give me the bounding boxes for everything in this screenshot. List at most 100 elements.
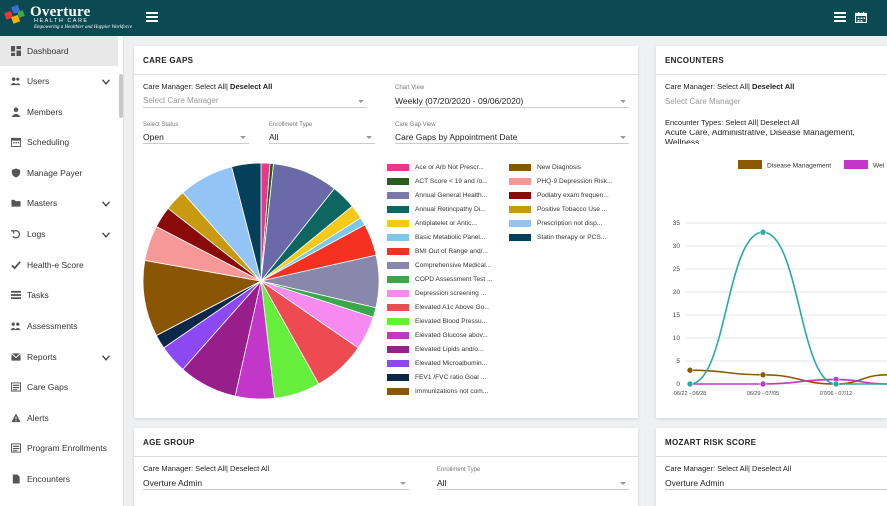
- select-care-manager-placeholder: Select Care Manager: [665, 96, 741, 106]
- legend-item[interactable]: Annual Retincpathy Di...: [387, 204, 486, 214]
- encounter-types-select[interactable]: Acute Care, Administrative, Disease Mana…: [665, 130, 887, 144]
- legend-item[interactable]: Annual General Health...: [387, 190, 487, 200]
- care-manager-select[interactable]: Overture Admin: [665, 476, 887, 490]
- series-line[interactable]: [689, 231, 887, 385]
- legend-item[interactable]: Positive Tobacco Use ...: [509, 204, 607, 214]
- legend-label: Disease Management: [767, 163, 831, 170]
- legend-item[interactable]: FEV1 /FVC ratio Goal ...: [387, 372, 486, 382]
- data-point[interactable]: [759, 371, 767, 379]
- sidebar-item-members[interactable]: Members: [0, 97, 118, 127]
- deselect-all-link[interactable]: Deselect All: [230, 464, 270, 473]
- legend-item[interactable]: Comprehensive Medical...: [387, 260, 491, 270]
- legend-item[interactable]: Basic Metabolic Panel...: [387, 232, 485, 242]
- sidebar-item-health-e-score[interactable]: Health-e Score: [0, 250, 118, 280]
- encounters-line-chart[interactable]: Disease Management Wel 0 5 10 15 20 25 30 35 06/22…: [656, 154, 887, 418]
- chevron-down-icon[interactable]: [101, 353, 111, 361]
- deselect-all-link[interactable]: Deselect All: [230, 82, 273, 91]
- brand-logo[interactable]: Overture HEALTH CARE Empowering a Health…: [4, 3, 144, 33]
- select-status-label: Select Status: [143, 122, 179, 128]
- legend-item[interactable]: Statin therapy or PCS...: [509, 232, 606, 242]
- legend-item[interactable]: Elevated Glucose abov...: [387, 330, 488, 340]
- calendar-view-icon[interactable]: [855, 12, 867, 23]
- legend-label: Prescription not disp...: [537, 219, 603, 227]
- legend-item[interactable]: Podiatry exam frequen...: [509, 190, 609, 200]
- deselect-all-link[interactable]: Deselect All: [752, 464, 792, 473]
- legend-item[interactable]: New Diagnosis: [509, 162, 581, 172]
- sidebar-item-dashboard[interactable]: Dashboard: [0, 36, 118, 66]
- care-manager-label: Care Manager:: [665, 82, 716, 91]
- sidebar-item-label: Scheduling: [27, 137, 70, 147]
- select-all-link[interactable]: Select All: [195, 82, 226, 91]
- y-tick-label: 15: [673, 312, 681, 319]
- legend-label: Antiplatelet or Antic...: [415, 219, 477, 227]
- pie-slice[interactable]: [142, 259, 263, 337]
- select-status[interactable]: Open: [143, 130, 249, 144]
- select-care-manager[interactable]: Select Care Manager: [143, 94, 367, 108]
- sidebar-item-care-gaps[interactable]: Care Gaps: [0, 372, 118, 402]
- care-manager-row: Care Manager: Select All| Deselect All: [143, 82, 272, 91]
- legend-swatch[interactable]: [738, 160, 762, 169]
- legend-item[interactable]: Elevated A1c Above Go...: [387, 302, 490, 312]
- legend-item[interactable]: Elevated Microalbumin...: [387, 358, 487, 368]
- enrollment-type-select[interactable]: All: [437, 476, 629, 490]
- legend-item[interactable]: Elevated Blood Pressu...: [387, 316, 487, 326]
- chevron-down-icon[interactable]: [101, 77, 111, 85]
- care-gaps-icon: [10, 382, 21, 393]
- legend-item[interactable]: Antiplatelet or Antic...: [387, 218, 477, 228]
- care-gaps-pie-chart[interactable]: [134, 156, 394, 406]
- sidebar-item-manage-payer[interactable]: Manage Payer: [0, 158, 118, 188]
- sidebar-item-reports[interactable]: Reports: [0, 342, 118, 372]
- sidebar-item-alerts[interactable]: Alerts: [0, 403, 118, 433]
- legend-item[interactable]: COPD Assessment Test ...: [387, 274, 493, 284]
- legend-item[interactable]: ACT Score < 19 and /o...: [387, 176, 488, 186]
- legend-swatch[interactable]: [844, 160, 868, 169]
- sidebar-item-label: Care Gaps: [27, 382, 69, 392]
- sidebar-item-scheduling[interactable]: Scheduling: [0, 127, 118, 157]
- select-all-link[interactable]: Select All: [195, 464, 226, 473]
- data-point[interactable]: [759, 380, 767, 388]
- data-point[interactable]: [686, 366, 694, 374]
- legend-item[interactable]: PHQ-9 Depression Risk...: [509, 176, 612, 186]
- sidebar-scrollbar[interactable]: [119, 74, 123, 118]
- chevron-down-icon[interactable]: [101, 199, 111, 207]
- legend-swatch: [387, 261, 409, 269]
- series-line[interactable]: [689, 369, 887, 385]
- select-all-link[interactable]: Select All: [725, 118, 757, 127]
- data-point[interactable]: [686, 380, 694, 388]
- legend-label: BMI Out of Range and/...: [415, 247, 488, 255]
- enrollment-type-select[interactable]: All: [269, 130, 375, 144]
- deselect-all-link[interactable]: Deselect All: [760, 118, 800, 127]
- legend-item[interactable]: Depression screening ...: [387, 288, 486, 298]
- legend-swatch: [387, 331, 409, 339]
- care-manager-select[interactable]: Overture Admin: [143, 476, 409, 490]
- sidebar-item-program-enrollments[interactable]: Program Enrollments: [0, 433, 118, 463]
- sidebar-item-encounters[interactable]: Encounters: [0, 464, 118, 494]
- sidebar-item-masters[interactable]: Masters: [0, 188, 118, 218]
- select-care-manager-placeholder: Select Care Manager: [143, 96, 219, 105]
- care-manager-row: Care Manager: Select All| Deselect All: [665, 82, 794, 91]
- data-point[interactable]: [832, 380, 840, 388]
- sidebar-item-users[interactable]: Users: [0, 66, 118, 96]
- sidebar-item-logs[interactable]: Logs: [0, 219, 118, 249]
- select-all-link[interactable]: Select All: [717, 464, 748, 473]
- legend-item[interactable]: Elevated Lipids and/o...: [387, 344, 484, 354]
- data-point[interactable]: [759, 228, 767, 236]
- sidebar-item-assessments[interactable]: Assessments: [0, 311, 118, 341]
- chart-view-select[interactable]: Weekly (07/20/2020 - 09/06/2020): [395, 94, 629, 108]
- legend-item[interactable]: Immunizations not com...: [387, 386, 488, 396]
- legend-item[interactable]: Ace or Arb Not Prescr...: [387, 162, 484, 172]
- legend-item[interactable]: BMI Out of Range and/...: [387, 246, 488, 256]
- select-all-link[interactable]: Select All: [717, 82, 748, 91]
- legend-label: Podiatry exam frequen...: [537, 191, 609, 199]
- deselect-all-link[interactable]: Deselect All: [752, 82, 795, 91]
- legend-label: Ace or Arb Not Prescr...: [415, 163, 484, 171]
- menu-toggle-icon[interactable]: [146, 12, 158, 22]
- pie-slice[interactable]: [231, 162, 262, 282]
- chevron-down-icon[interactable]: [101, 230, 111, 238]
- care-gap-view-select[interactable]: Care Gaps by Appointment Date: [395, 130, 629, 144]
- series-line[interactable]: [689, 378, 887, 385]
- sidebar-item-tasks[interactable]: Tasks: [0, 280, 118, 310]
- select-care-manager[interactable]: Select Care Manager: [665, 94, 887, 108]
- legend-item[interactable]: Prescription not disp...: [509, 218, 602, 228]
- list-view-icon[interactable]: [834, 12, 846, 23]
